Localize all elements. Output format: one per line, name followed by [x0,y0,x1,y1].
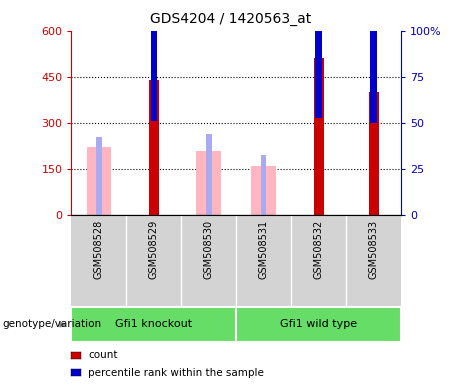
Bar [149,80,159,215]
Text: Gfi1 knockout: Gfi1 knockout [115,319,192,329]
Text: GSM508530: GSM508530 [204,220,214,279]
Text: percentile rank within the sample: percentile rank within the sample [89,368,264,378]
Bar [314,58,324,215]
Text: GSM508533: GSM508533 [369,220,378,279]
Bar [196,151,221,215]
Bar [87,147,111,215]
Bar [151,22,157,121]
Text: Gfi1 wild type: Gfi1 wild type [280,319,357,329]
Bar [251,166,276,215]
Text: GSM508531: GSM508531 [259,220,269,279]
Bar [236,307,401,342]
Bar [370,25,377,122]
Bar [206,134,212,215]
Text: GDS4204 / 1420563_at: GDS4204 / 1420563_at [150,12,311,25]
Text: GSM508528: GSM508528 [94,220,104,279]
Bar [261,155,266,215]
Bar [96,137,102,215]
Text: count: count [89,350,118,360]
Text: GSM508529: GSM508529 [149,220,159,279]
Bar [71,307,236,342]
Text: genotype/variation: genotype/variation [2,319,101,329]
Bar [315,15,322,118]
Text: GSM508532: GSM508532 [313,220,324,279]
Bar [369,92,378,215]
